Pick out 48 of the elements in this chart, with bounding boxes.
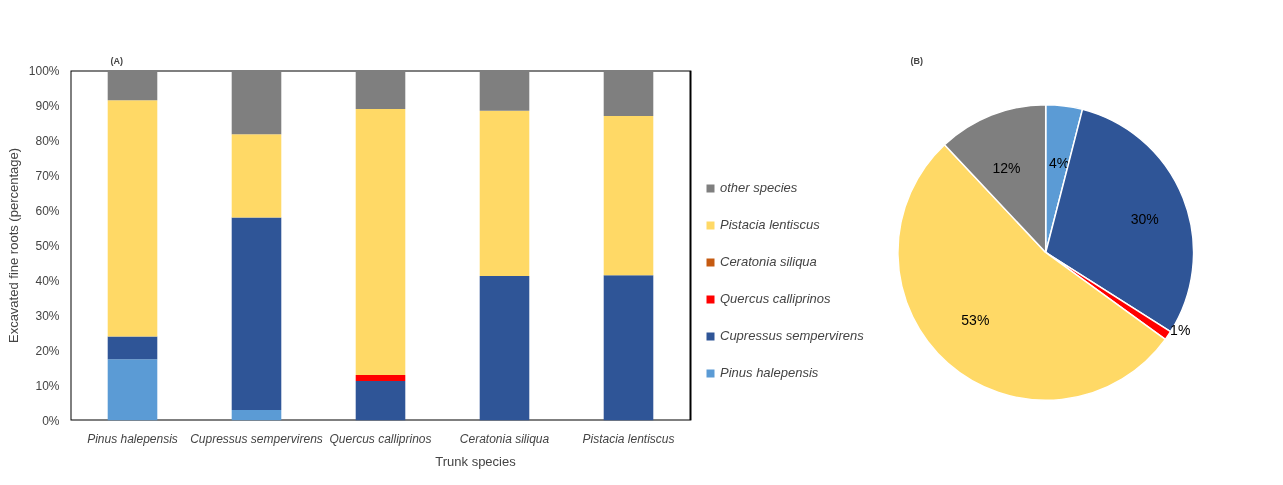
- bar: [355, 109, 406, 375]
- y-tick-label: 30%: [35, 308, 60, 323]
- bar: [479, 110, 530, 276]
- bar: [355, 380, 406, 421]
- bar: [231, 134, 282, 218]
- chart-title: (A): [110, 55, 123, 66]
- bar: [603, 70, 654, 116]
- y-tick-label: 80%: [35, 133, 60, 148]
- bar: [231, 410, 282, 421]
- legend-label: Quercus calliprinos: [720, 291, 831, 306]
- bar: [479, 70, 530, 111]
- legend-label: Pistacia lentiscus: [720, 217, 820, 232]
- legend-label: Pinus halepensis: [720, 365, 819, 380]
- bar: [355, 375, 406, 381]
- x-tick-label: Quercus calliprinos: [329, 431, 432, 446]
- bar: [603, 116, 654, 276]
- y-axis-title: Excavated fine roots (percentage): [5, 147, 21, 344]
- data-label: 12%: [992, 160, 1021, 177]
- legend-label: Cupressus sempervirens: [720, 328, 864, 343]
- bar: [107, 336, 158, 360]
- x-tick-label: Pistacia lentiscus: [582, 431, 675, 446]
- legend-label: other species: [720, 180, 798, 195]
- bar: [107, 100, 158, 337]
- bar: [603, 275, 654, 421]
- bar: [231, 217, 282, 410]
- data-label: 1%: [1170, 322, 1191, 339]
- y-tick-label: 10%: [35, 378, 60, 393]
- y-tick-label: 0%: [42, 413, 60, 428]
- legend-label: Ceratonia siliqua: [720, 254, 817, 269]
- bar: [479, 275, 530, 421]
- chart-title: (B): [910, 55, 923, 66]
- y-tick-label: 20%: [35, 343, 60, 358]
- x-axis-title: Trunk species: [435, 453, 517, 469]
- bar: [355, 70, 406, 109]
- bar: [107, 359, 158, 421]
- data-label: 53%: [961, 312, 990, 329]
- y-tick-label: 60%: [35, 203, 60, 218]
- y-tick-label: 70%: [35, 168, 60, 183]
- x-tick-label: Ceratonia siliqua: [459, 431, 550, 446]
- x-tick-label: Cupressus sempervirens: [190, 431, 323, 446]
- data-label: 30%: [1130, 211, 1159, 228]
- y-tick-label: 50%: [35, 238, 60, 253]
- y-tick-label: 100%: [28, 63, 60, 78]
- bar: [107, 70, 158, 101]
- x-tick-label: Pinus halepensis: [87, 431, 178, 446]
- y-tick-label: 90%: [35, 98, 60, 113]
- bar: [231, 70, 282, 135]
- y-tick-label: 40%: [35, 273, 60, 288]
